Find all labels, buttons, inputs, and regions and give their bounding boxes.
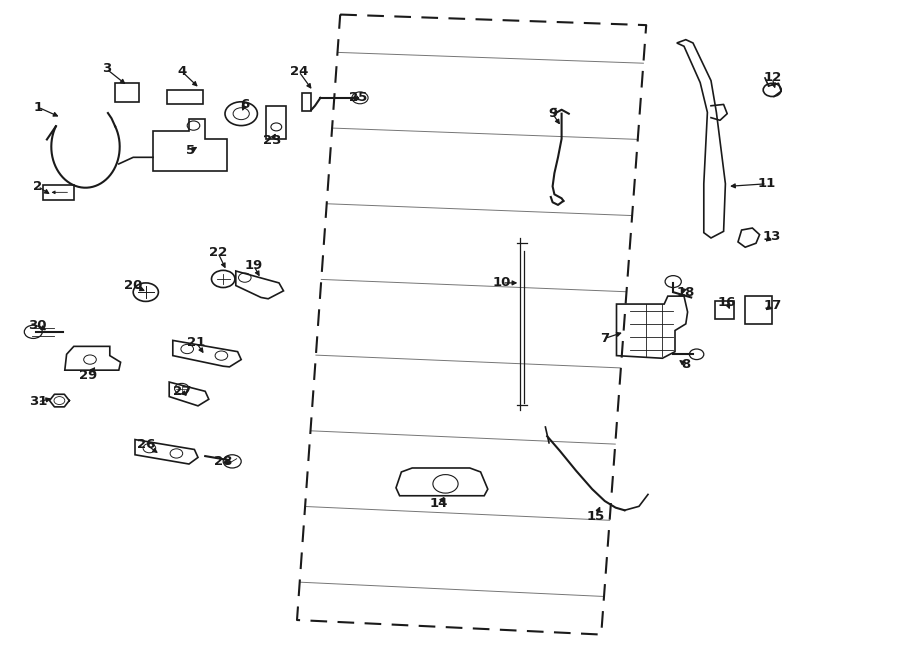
Bar [745, 296, 772, 324]
Text: 2: 2 [33, 180, 42, 193]
Bar [115, 83, 139, 102]
Text: 15: 15 [587, 510, 605, 524]
Text: 25: 25 [349, 91, 367, 104]
Text: 24: 24 [290, 65, 308, 78]
Text: 20: 20 [124, 279, 142, 292]
Text: 4: 4 [177, 65, 186, 78]
Text: 1: 1 [33, 100, 42, 114]
Text: 10: 10 [493, 276, 511, 290]
Text: 29: 29 [79, 369, 97, 382]
Text: 30: 30 [29, 319, 47, 332]
Text: 5: 5 [186, 144, 195, 157]
Bar [166, 90, 202, 104]
Text: 31: 31 [29, 395, 47, 408]
Bar [715, 301, 734, 319]
Text: 27: 27 [173, 385, 191, 398]
Text: 12: 12 [763, 71, 781, 85]
Text: 7: 7 [600, 332, 609, 345]
Text: 14: 14 [430, 497, 448, 510]
Text: 21: 21 [187, 336, 205, 349]
Text: 6: 6 [240, 98, 249, 111]
Text: 26: 26 [137, 438, 155, 451]
Bar [302, 93, 310, 111]
Text: 23: 23 [263, 134, 281, 147]
Text: 28: 28 [214, 455, 232, 468]
Text: 13: 13 [763, 230, 781, 243]
Text: 17: 17 [763, 299, 781, 312]
Text: 19: 19 [245, 259, 263, 272]
Text: 9: 9 [548, 107, 557, 120]
Text: 22: 22 [209, 246, 227, 259]
Bar [266, 106, 286, 139]
Text: 3: 3 [102, 62, 111, 75]
Text: 8: 8 [681, 358, 690, 371]
Text: 18: 18 [677, 286, 695, 299]
Text: 16: 16 [718, 296, 736, 309]
Text: 11: 11 [758, 177, 776, 190]
Bar [43, 185, 74, 200]
